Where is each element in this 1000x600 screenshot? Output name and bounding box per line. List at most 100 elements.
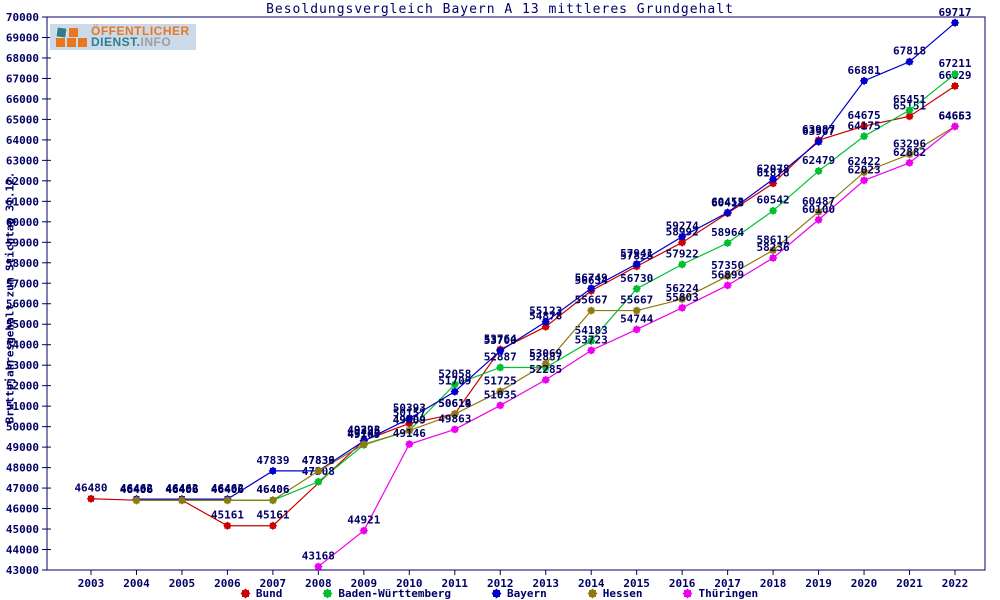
data-point-marker [360, 527, 367, 534]
data-point-label: 45161 [211, 509, 244, 522]
data-point-label: 53764 [484, 333, 517, 346]
data-point-label: 43168 [302, 550, 335, 563]
data-point-label: 56899 [711, 268, 744, 281]
data-point-label: 46406 [120, 483, 153, 496]
data-point-label: 69717 [938, 6, 971, 19]
data-point-label: 62023 [847, 163, 880, 176]
data-point-marker [952, 123, 958, 130]
y-tick-label: 53000 [6, 359, 39, 372]
legend-item-Hessen: Hessen [588, 587, 642, 600]
x-tick-label: 2005 [169, 577, 196, 590]
x-tick-label: 2022 [942, 577, 969, 590]
data-point-label: 46406 [256, 483, 289, 496]
data-point-label: 47839 [256, 454, 289, 467]
data-point-marker [224, 522, 231, 529]
logo-orange-square [67, 38, 76, 47]
data-point-marker [861, 133, 868, 140]
data-point-label: 46406 [211, 483, 244, 496]
logo-orange-square [56, 38, 65, 47]
data-point-label: 64653 [938, 110, 971, 123]
data-point-label: 64175 [847, 119, 880, 132]
series-line [136, 22, 956, 500]
data-point-marker [815, 216, 822, 223]
x-tick-label: 2011 [442, 577, 469, 590]
y-tick-label: 51000 [6, 400, 39, 413]
legend-marker-icon [324, 590, 332, 597]
data-point-label: 67818 [893, 45, 926, 58]
data-point-marker [497, 364, 504, 371]
data-point-label: 63296 [893, 137, 926, 150]
data-point-label: 56224 [666, 282, 699, 295]
data-point-marker [633, 285, 640, 292]
y-tick-label: 49000 [6, 441, 39, 454]
series-Bayern: 46462 46462 46462 47839 47839 49296 50393 51709… [120, 6, 972, 504]
y-tick-label: 58000 [6, 257, 39, 270]
logo-line2-dienst: DIENST. [91, 35, 141, 49]
data-point-marker [451, 411, 458, 418]
data-point-marker [679, 296, 686, 303]
data-point-label: 57941 [620, 247, 653, 260]
data-point-label: 63987 [802, 123, 835, 136]
series-line [317, 126, 956, 568]
data-point-label: 46406 [256, 483, 289, 496]
data-point-label: 49809 [393, 414, 426, 427]
logo-line1: ÖFFENTLICHER [91, 24, 190, 38]
data-point-marker [861, 77, 868, 84]
data-point-label: 67211 [938, 57, 971, 70]
logo-text: ÖFFENTLICHER DIENST.INFO [91, 24, 190, 49]
data-point-marker [724, 273, 731, 280]
chart-title: Besoldungsvergleich Bayern A 13 mittlere… [266, 2, 734, 17]
data-point-label: 62479 [802, 154, 835, 167]
data-point-label: 49323 [347, 423, 380, 436]
x-tick-label: 2020 [851, 577, 878, 590]
y-tick-label: 59000 [6, 236, 39, 249]
data-point-label: 50393 [393, 402, 426, 415]
data-point-label: 52887 [484, 350, 517, 363]
data-point-label: 65151 [893, 99, 926, 112]
data-point-label: 55803 [666, 291, 699, 304]
y-tick-label: 56000 [6, 298, 39, 311]
legend-label: Bund [255, 587, 283, 600]
data-point-label: 59274 [666, 220, 699, 233]
data-point-label: 46462 [211, 482, 244, 495]
y-tick-label: 64000 [6, 134, 39, 147]
data-point-marker [861, 169, 868, 176]
data-point-label: 46406 [211, 483, 244, 496]
legend-label: Thüringen [698, 587, 759, 600]
data-point-label: 54183 [575, 324, 608, 337]
data-point-label: 57922 [666, 247, 699, 260]
legend-item-Thüringen: Thüringen [684, 587, 758, 600]
data-point-marker [679, 304, 686, 311]
data-point-marker [224, 497, 231, 504]
legend-item-Bund: Bund [241, 587, 283, 600]
data-point-label: 52058 [438, 367, 471, 380]
y-tick-label: 54000 [6, 339, 39, 352]
x-tick-label: 2003 [78, 577, 105, 590]
x-tick-label: 2007 [260, 577, 287, 590]
data-point-marker [542, 323, 549, 330]
data-point-marker [542, 360, 549, 367]
y-tick-label: 44000 [6, 544, 39, 557]
data-point-label: 58992 [666, 225, 699, 238]
series-line [136, 73, 956, 501]
data-point-label: 49140 [347, 427, 380, 440]
data-point-marker [588, 337, 595, 344]
y-tick-label: 67000 [6, 72, 39, 85]
x-tick-label: 2004 [123, 577, 150, 590]
site-logo[interactable]: ÖFFENTLICHER DIENST.INFO [50, 24, 196, 50]
data-point-marker [451, 388, 458, 395]
data-point-marker [497, 347, 504, 354]
data-point-marker [906, 58, 913, 65]
data-point-marker [906, 107, 913, 114]
data-point-marker [861, 123, 868, 130]
y-tick-label: 57000 [6, 277, 39, 290]
y-tick-label: 45000 [6, 523, 39, 536]
data-point-marker [770, 254, 777, 261]
data-point-label: 46480 [74, 482, 107, 495]
data-point-marker [679, 261, 686, 268]
data-point-marker [315, 478, 322, 485]
series-Thüringen: 43168 44921 49146 49863 51035 52285 53723 54744… [302, 110, 972, 571]
data-point-label: 53069 [529, 347, 562, 360]
legend-marker-icon [492, 590, 500, 597]
